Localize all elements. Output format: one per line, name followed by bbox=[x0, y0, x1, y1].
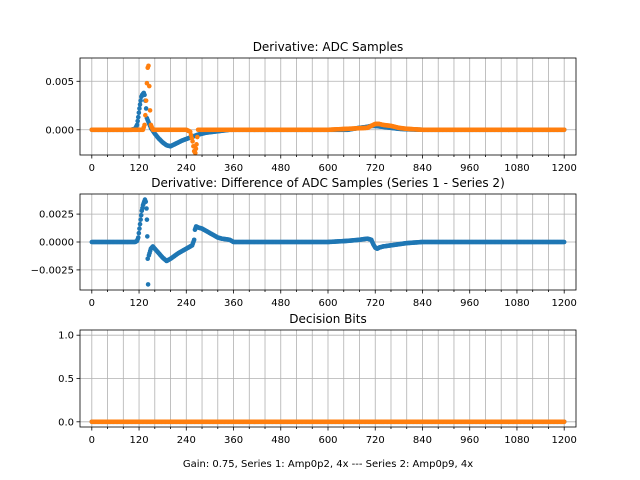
data-point bbox=[561, 419, 567, 425]
x-tick-label: 1080 bbox=[504, 298, 529, 309]
axes-3: 0 120 240 360 480 600 720 840 960 1080 1200 0.0 0.5 1… bbox=[58, 312, 577, 446]
x-tick-label: 0 bbox=[89, 298, 95, 309]
chart-title: Derivative: Difference of ADC Samples (S… bbox=[151, 176, 505, 190]
figure-xlabel: Gain: 0.75, Series 1: Amp0p2, 4x --- Ser… bbox=[183, 459, 473, 470]
x-tick-label: 1200 bbox=[551, 298, 576, 309]
data-point bbox=[137, 221, 143, 227]
data-point bbox=[135, 235, 141, 240]
chart-title: Decision Bits bbox=[289, 312, 366, 326]
data-point bbox=[138, 217, 143, 222]
series-2 bbox=[89, 419, 567, 425]
y-tick-label: 0.5 bbox=[58, 374, 74, 385]
data-point bbox=[142, 92, 147, 98]
axes-frame bbox=[79, 57, 577, 156]
data-point bbox=[143, 98, 149, 103]
x-tick-label: 840 bbox=[413, 435, 432, 446]
data-point bbox=[145, 282, 151, 287]
axes-2: 0 120 240 360 480 600 720 840 960 1080 1200 −0.0025… bbox=[31, 176, 577, 309]
axes-1: 0 120 240 360 480 600 720 840 960 1080 1200 0.000 0.… bbox=[45, 40, 577, 174]
x-tick-label: 0 bbox=[89, 163, 95, 174]
data-point bbox=[135, 118, 140, 124]
x-tick-label: 840 bbox=[413, 298, 432, 309]
x-tick-label: 240 bbox=[177, 435, 196, 446]
x-tick-label: 720 bbox=[366, 163, 385, 174]
data-point bbox=[142, 122, 147, 128]
x-tick-label: 120 bbox=[130, 298, 149, 309]
y-tick-label: 0.0000 bbox=[39, 238, 74, 249]
data-point bbox=[144, 217, 150, 222]
x-tick-label: 840 bbox=[413, 163, 432, 174]
data-point bbox=[143, 199, 149, 205]
data-point bbox=[143, 112, 148, 118]
data-point bbox=[193, 150, 198, 156]
series-2 bbox=[89, 63, 567, 156]
x-tick-label: 720 bbox=[366, 435, 385, 446]
x-tick-label: 120 bbox=[130, 163, 149, 174]
series-1 bbox=[89, 197, 567, 287]
y-tick-label: 0.0 bbox=[58, 417, 74, 428]
x-tick-label: 1080 bbox=[504, 163, 529, 174]
data-point bbox=[561, 239, 567, 245]
x-tick-label: 720 bbox=[366, 298, 385, 309]
x-tick-label: 600 bbox=[318, 298, 337, 309]
x-tick-label: 480 bbox=[271, 298, 290, 309]
data-point bbox=[137, 102, 143, 107]
x-tick-label: 240 bbox=[177, 163, 196, 174]
y-tick-label: 0.000 bbox=[45, 125, 74, 136]
axes-frame bbox=[79, 329, 577, 428]
data-point bbox=[145, 234, 150, 239]
x-tick-label: 480 bbox=[271, 435, 290, 446]
chart-title: Derivative: ADC Samples bbox=[253, 40, 404, 54]
x-tick-label: 1200 bbox=[551, 163, 576, 174]
data-point bbox=[190, 139, 195, 144]
data-point bbox=[146, 63, 151, 69]
data-point bbox=[194, 142, 199, 147]
data-point bbox=[147, 108, 153, 113]
x-tick-label: 1200 bbox=[551, 435, 576, 446]
x-tick-label: 600 bbox=[318, 435, 337, 446]
data-point bbox=[193, 146, 199, 151]
x-tick-label: 360 bbox=[224, 298, 243, 309]
data-point bbox=[195, 134, 200, 140]
y-tick-label: 0.005 bbox=[45, 77, 74, 88]
x-tick-label: 360 bbox=[224, 435, 243, 446]
x-tick-label: 240 bbox=[177, 298, 196, 309]
x-tick-label: 960 bbox=[460, 163, 479, 174]
data-point bbox=[137, 226, 142, 231]
x-tick-label: 360 bbox=[224, 163, 243, 174]
y-tick-label: 0.0025 bbox=[39, 210, 74, 221]
x-tick-label: 960 bbox=[460, 298, 479, 309]
data-point bbox=[138, 212, 144, 218]
y-tick-label: −0.0025 bbox=[31, 265, 74, 276]
data-point bbox=[561, 127, 567, 133]
data-point bbox=[144, 206, 149, 211]
data-point bbox=[143, 106, 149, 111]
x-tick-label: 480 bbox=[271, 163, 290, 174]
data-point bbox=[134, 122, 140, 128]
axes-frame bbox=[79, 193, 577, 291]
data-point bbox=[135, 114, 141, 120]
x-tick-label: 600 bbox=[318, 163, 337, 174]
x-tick-label: 120 bbox=[130, 435, 149, 446]
x-tick-label: 1080 bbox=[504, 435, 529, 446]
data-point bbox=[191, 237, 197, 243]
x-tick-label: 0 bbox=[89, 435, 95, 446]
x-tick-label: 960 bbox=[460, 435, 479, 446]
data-point bbox=[138, 98, 143, 103]
y-tick-label: 1.0 bbox=[58, 331, 74, 342]
data-point bbox=[146, 83, 152, 89]
data-point bbox=[136, 110, 142, 116]
data-point bbox=[137, 106, 142, 111]
data-point bbox=[136, 230, 142, 236]
